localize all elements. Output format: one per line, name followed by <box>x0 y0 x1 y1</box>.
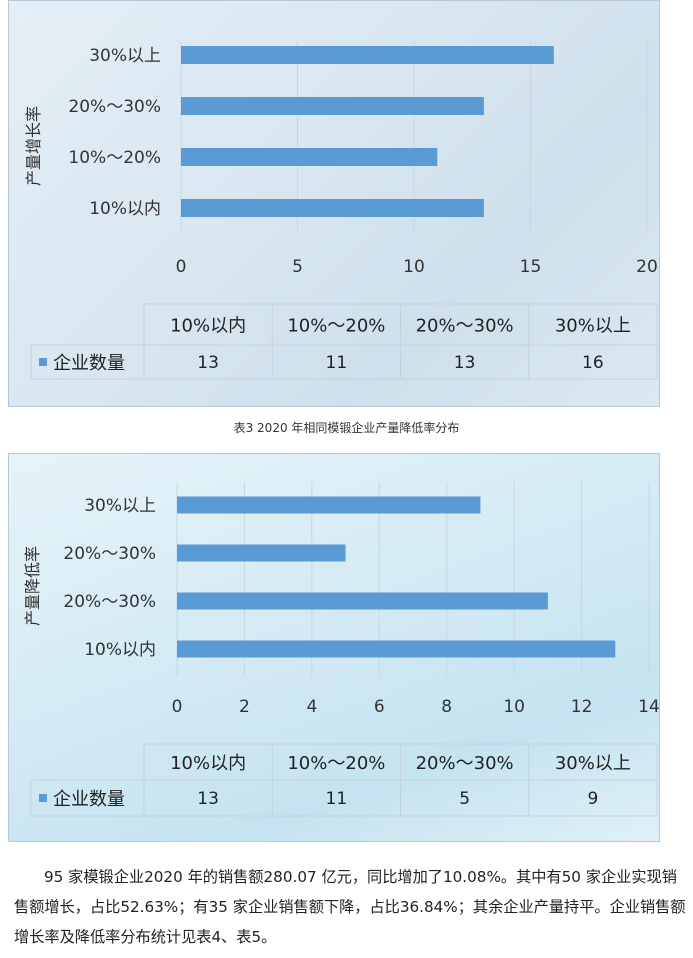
x-tick-label: 14 <box>638 697 659 717</box>
y-category-label: 20%～30% <box>68 97 161 117</box>
y-category-label: 20%～30% <box>63 592 156 612</box>
bar <box>177 496 481 514</box>
x-tick-label: 15 <box>520 257 542 277</box>
x-tick-label: 6 <box>374 697 385 717</box>
table-header-cell: 10%以内 <box>170 753 246 774</box>
data-label: 13 <box>197 353 219 373</box>
bar <box>181 97 484 115</box>
bar <box>181 46 554 64</box>
data-label: 9 <box>587 789 598 809</box>
y-axis-title: 产量降低率 <box>23 546 42 626</box>
bar <box>177 640 616 658</box>
data-label: 5 <box>459 789 470 809</box>
decline-rate-chart: 0 2 4 6 8 10 12 1410%以内20%～30%20%～30%30%以上产量降低率… <box>23 482 659 817</box>
bar <box>181 199 484 217</box>
y-category-label: 10%以内 <box>84 640 156 660</box>
table-header-cell: 30%以上 <box>555 316 631 337</box>
y-axis-title: 产量增长率 <box>24 106 43 186</box>
bar <box>177 592 548 610</box>
body-paragraph: 95 家模锻企业2020 年的销售额280.07 亿元，同比增加了10.08%。… <box>14 868 686 946</box>
table-header-cell: 10%～20% <box>287 316 385 337</box>
x-tick-label: 5 <box>292 257 303 277</box>
bar <box>177 544 346 562</box>
data-label: 16 <box>582 353 604 373</box>
y-category-label: 30%以上 <box>89 46 161 66</box>
legend-series-name: 企业数量 <box>53 353 125 374</box>
x-tick-label: 8 <box>441 697 452 717</box>
bar <box>181 148 438 166</box>
chart-caption: 表3 2020 年相同模锻企业产量降低率分布 <box>233 421 460 435</box>
y-category-label: 20%～30% <box>63 544 156 564</box>
y-category-label: 30%以上 <box>84 496 156 516</box>
x-tick-label: 10 <box>503 697 525 717</box>
x-tick-label: 10 <box>403 257 425 277</box>
x-tick-label: 20 <box>636 257 658 277</box>
chart-panel-decline: 0 2 4 6 8 10 12 14 10%以内 20%～30% 20%～30% 30%以上 产量降低率… <box>8 453 660 842</box>
table-header-cell: 30%以上 <box>555 753 631 774</box>
y-category-label: 10%以内 <box>89 199 161 219</box>
x-tick-label: 0 <box>172 697 183 717</box>
data-label: 13 <box>454 353 476 373</box>
legend-swatch <box>39 358 47 366</box>
growth-rate-chart: 0 5 10 15 2010%以内10%～20%20%～30%30%以上产量增长率10%… <box>24 41 658 380</box>
x-tick-label: 4 <box>306 697 317 717</box>
x-tick-label: 2 <box>239 697 250 717</box>
table-header-cell: 10%以内 <box>170 316 246 337</box>
data-label: 11 <box>326 353 348 373</box>
chart-panel-growth: 0 5 10 15 20 10%以内 10%～20% 20%～30% 30%以上 产量增长率 10%… <box>8 0 660 407</box>
x-tick-label: 0 <box>176 257 187 277</box>
x-tick-label: 12 <box>571 697 593 717</box>
legend-series-name: 企业数量 <box>53 789 125 810</box>
legend-swatch <box>39 794 47 802</box>
table-header-cell: 20%～30% <box>416 753 514 774</box>
data-label: 11 <box>326 789 348 809</box>
data-label: 13 <box>197 789 219 809</box>
table-header-cell: 10%～20% <box>287 753 385 774</box>
y-category-label: 10%～20% <box>68 148 161 168</box>
table-header-cell: 20%～30% <box>416 316 514 337</box>
